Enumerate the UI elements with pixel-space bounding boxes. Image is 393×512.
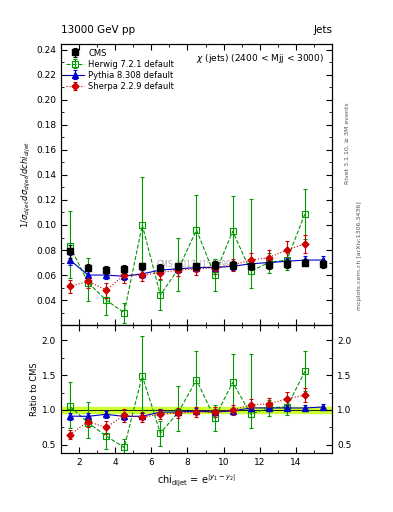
Y-axis label: $1/\sigma_{dijet}\,d\sigma_{dijet}/dchi_{dijet}$: $1/\sigma_{dijet}\,d\sigma_{dijet}/dchi_… xyxy=(20,141,33,228)
Text: mcplots.cern.ch [arXiv:1306.3436]: mcplots.cern.ch [arXiv:1306.3436] xyxy=(357,202,362,310)
Y-axis label: Ratio to CMS: Ratio to CMS xyxy=(30,362,39,416)
X-axis label: chi$_{\mathsf{dijet}}$ = e$^{|y_1 - y_2|}$: chi$_{\mathsf{dijet}}$ = e$^{|y_1 - y_2|… xyxy=(157,473,236,489)
Text: 13000 GeV pp: 13000 GeV pp xyxy=(61,25,135,35)
Legend: CMS, Herwig 7.2.1 default, Pythia 8.308 default, Sherpa 2.2.9 default: CMS, Herwig 7.2.1 default, Pythia 8.308 … xyxy=(63,46,177,93)
Bar xyxy=(61,407,332,414)
Text: Jets: Jets xyxy=(313,25,332,35)
Text: Rivet 3.1.10, ≥ 3M events: Rivet 3.1.10, ≥ 3M events xyxy=(345,102,350,184)
Text: $\chi$ (jets) (2400 < Mjj < 3000): $\chi$ (jets) (2400 < Mjj < 3000) xyxy=(196,52,324,65)
Text: CMS_2017_I1519995: CMS_2017_I1519995 xyxy=(157,259,236,268)
